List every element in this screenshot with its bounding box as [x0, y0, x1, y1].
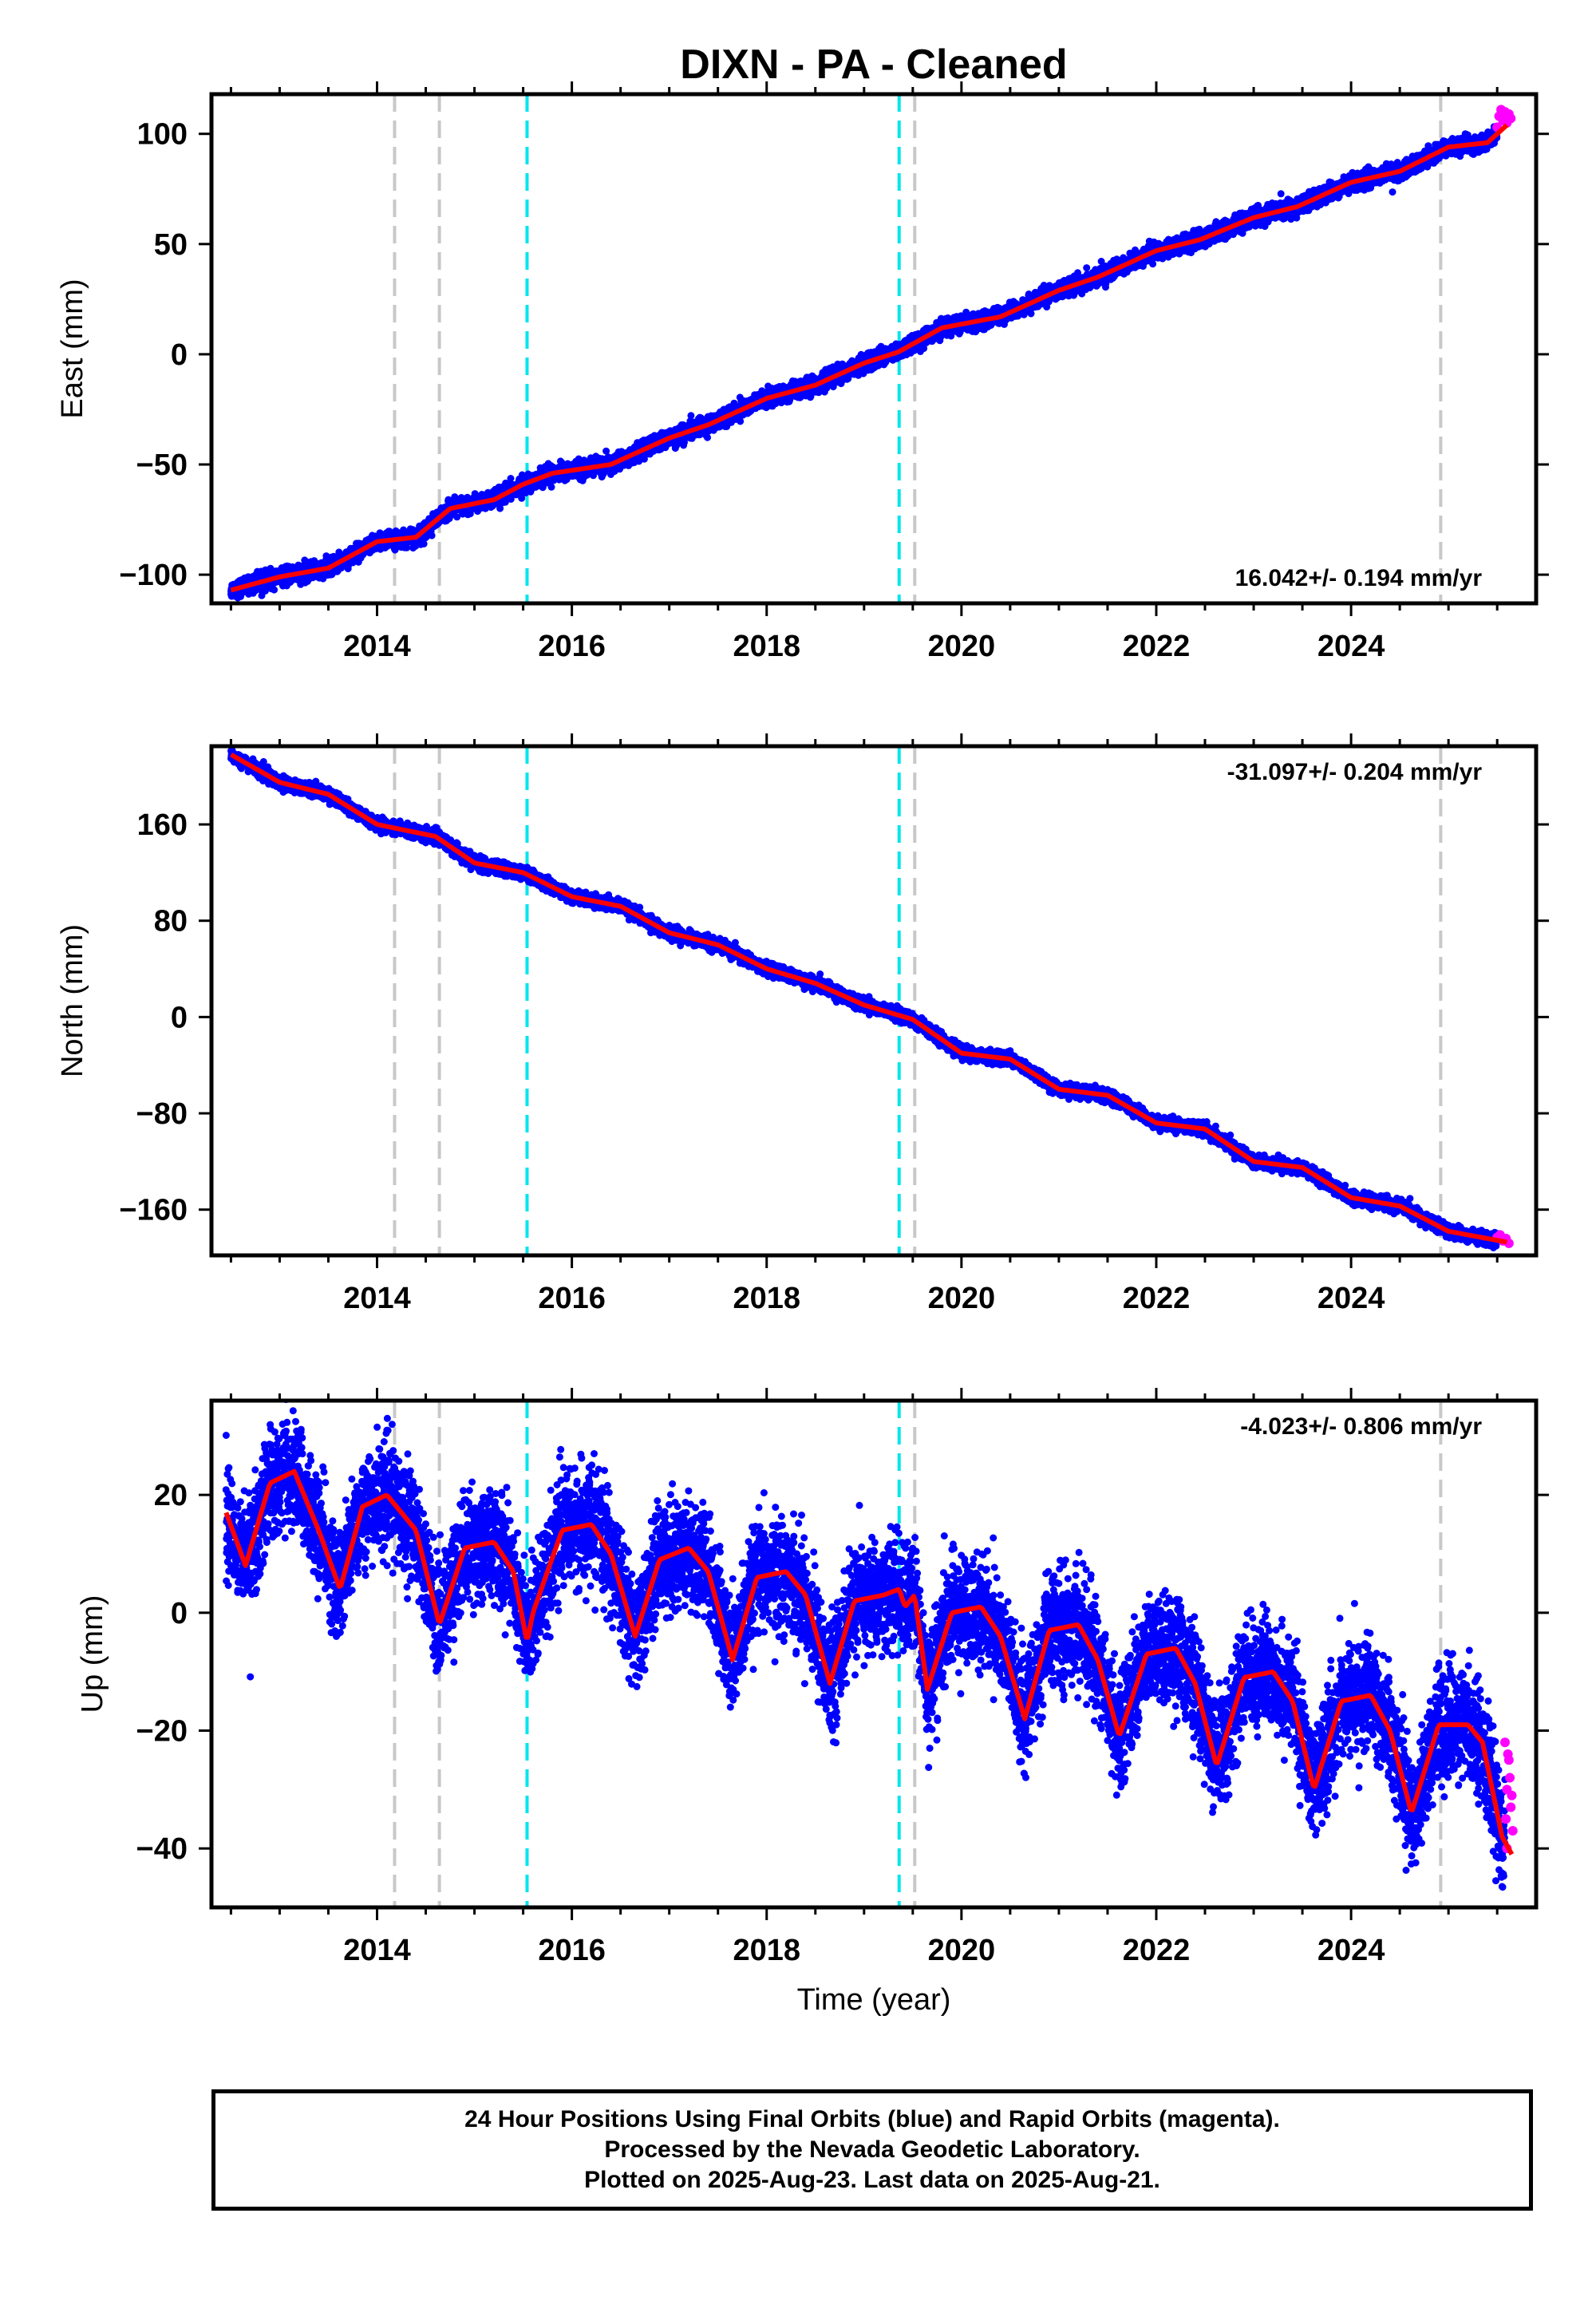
x-tick-label: 2018 — [733, 1934, 800, 1967]
y-tick-label: 20 — [154, 1479, 188, 1512]
y-tick-label: 100 — [137, 118, 188, 152]
up-panel: 2014 2016 2018 2020 2022 2024 −40 −20 0 20 Up (mm)… — [76, 1388, 1549, 2017]
x-tick-label: 2020 — [928, 1282, 996, 1315]
rapid-orbit-point — [1501, 1814, 1511, 1824]
rapid-orbit-point — [1506, 1802, 1516, 1812]
north-panel: 2014 2016 2018 2020 2022 2024 −160 −80 0 80 160 Nor… — [56, 733, 1549, 1315]
x-tick-label: 2022 — [1123, 1934, 1191, 1967]
velocity-rate-label: -4.023+/- 0.806 mm/yr — [1240, 1413, 1482, 1440]
rapid-orbit-point — [1503, 1749, 1513, 1760]
plot-frame — [209, 744, 1539, 1258]
model-curve — [230, 752, 1507, 1245]
plot-area — [227, 746, 1514, 1255]
model-curve — [223, 1468, 1515, 1856]
footer-line-3: Plotted on 2025-Aug-23. Last data on 202… — [584, 2167, 1160, 2193]
rapid-orbit-point — [1499, 1737, 1510, 1748]
y-tick-label: −40 — [136, 1832, 188, 1866]
velocity-rate-label: 16.042+/- 0.194 mm/yr — [1235, 565, 1483, 591]
x-tick-label: 2018 — [733, 630, 800, 663]
y-tick-label: −80 — [136, 1097, 188, 1131]
rapid-orbit-point — [1505, 1773, 1515, 1783]
x-tick-label: 2014 — [343, 630, 411, 663]
y-tick-label: 0 — [171, 1597, 188, 1630]
y-tick-label: 80 — [154, 905, 188, 939]
plot-area — [222, 1401, 1518, 1907]
x-tick-label: 2016 — [538, 1282, 606, 1315]
y-tick-label: 0 — [171, 338, 188, 372]
x-tick-label: 2020 — [928, 630, 996, 663]
plot-frame — [209, 92, 1539, 606]
y-tick-label: 50 — [154, 228, 188, 262]
x-tick-label: 2016 — [538, 630, 606, 663]
x-tick-label: 2018 — [733, 1282, 800, 1315]
footer-line-2: Processed by the Nevada Geodetic Laborat… — [604, 2136, 1140, 2163]
plot-frame — [209, 1398, 1539, 1910]
figure-title: DIXN - PA - Cleaned — [680, 41, 1067, 88]
plot-area — [227, 94, 1516, 603]
footer-line-1: 24 Hour Positions Using Final Orbits (bl… — [464, 2106, 1280, 2132]
x-tick-label: 2016 — [538, 1934, 606, 1967]
model-curve — [230, 123, 1509, 593]
x-axis-label: Time (year) — [797, 1983, 951, 2017]
x-tick-label: 2022 — [1123, 1282, 1191, 1315]
x-tick-label: 2024 — [1317, 1282, 1385, 1315]
x-tick-label: 2014 — [343, 1282, 411, 1315]
rapid-orbit-point — [1507, 1826, 1518, 1836]
y-tick-label: 0 — [171, 1001, 188, 1034]
y-tick-label: −100 — [119, 559, 188, 592]
x-tick-label: 2022 — [1123, 630, 1191, 663]
x-tick-label: 2020 — [928, 1934, 996, 1967]
rapid-orbit-point — [1507, 1790, 1517, 1800]
footer-info-box: 24 Hour Positions Using Final Orbits (bl… — [211, 2089, 1533, 2211]
y-tick-label: 160 — [137, 808, 188, 842]
x-tick-label: 2014 — [343, 1934, 411, 1967]
y-axis-label: East (mm) — [56, 279, 89, 418]
velocity-rate-label: -31.097+/- 0.204 mm/yr — [1227, 759, 1483, 785]
y-tick-label: −50 — [136, 449, 188, 482]
x-tick-label: 2024 — [1317, 1934, 1385, 1967]
east-panel: 2014 2016 2018 2020 2022 2024 −100 −50 0 50 100 Eas… — [56, 81, 1549, 663]
y-tick-label: −20 — [136, 1714, 188, 1748]
x-tick-label: 2024 — [1317, 630, 1385, 663]
rapid-orbit-point — [1506, 113, 1516, 124]
y-axis-label: North (mm) — [56, 924, 89, 1077]
y-tick-label: −160 — [119, 1194, 188, 1227]
y-axis-label: Up (mm) — [76, 1595, 109, 1713]
